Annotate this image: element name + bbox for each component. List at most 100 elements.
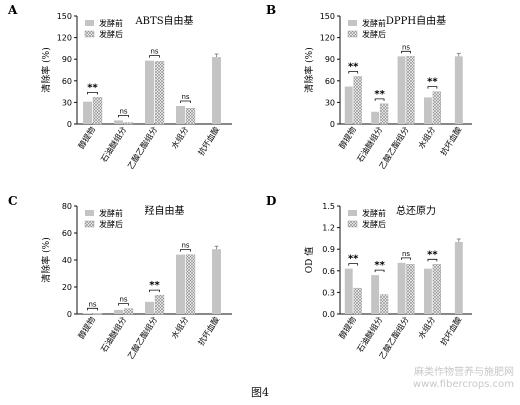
panel-d-bar-before bbox=[454, 242, 463, 314]
panel-b-x-tick-label: 水组分 bbox=[416, 125, 437, 151]
panel-d-bar-after bbox=[379, 294, 389, 315]
panel-d-significance-label: ** bbox=[374, 260, 385, 271]
panel-a-y-tick-label: 90 bbox=[62, 55, 72, 64]
panel-a-bar-before bbox=[83, 101, 92, 124]
panel-a-y-tick-label: 30 bbox=[62, 98, 72, 107]
panel-d-x-tick-label: 水组分 bbox=[416, 315, 437, 341]
panel-a-letter: A bbox=[7, 3, 18, 17]
panel-d-y-tick-label: 1.5 bbox=[322, 202, 335, 211]
panel-a-legend-label-before: 发酵前 bbox=[99, 18, 123, 28]
panel-c-y-tick-label: 60 bbox=[62, 229, 72, 238]
panel-b-legend-swatch-after bbox=[347, 30, 358, 38]
panel-b-y-tick-label: 0 bbox=[330, 120, 335, 129]
panel-d-letter: D bbox=[266, 194, 276, 208]
panel-d-bar-before bbox=[344, 268, 353, 314]
panel-a-bar-before bbox=[212, 57, 221, 124]
panel-b-significance-label: ns bbox=[402, 43, 410, 51]
panel-b-significance-label: ** bbox=[427, 77, 438, 88]
panel-c-bar-before bbox=[145, 301, 154, 314]
panel-b-letter: B bbox=[266, 3, 276, 17]
panel-c-bar-before bbox=[83, 313, 92, 314]
panel-d-significance-bracket bbox=[401, 257, 411, 260]
panel-c-x-tick-label: 乙酸乙酯组分 bbox=[125, 315, 159, 361]
panel-c-bar-after bbox=[92, 313, 103, 315]
panel-c-significance-label: ns bbox=[88, 300, 96, 308]
panel-c-significance-bracket bbox=[149, 289, 160, 293]
panel-a-significance-bracket bbox=[118, 115, 129, 118]
panel-a-bar-before bbox=[114, 120, 123, 124]
panel-b-y-tick-label: 90 bbox=[325, 55, 335, 64]
watermark-line1: 麻类作物营养与施肥网 bbox=[414, 367, 514, 378]
panel-c-y-tick-label: 20 bbox=[62, 283, 72, 292]
panel-c-legend-swatch-after bbox=[84, 220, 95, 228]
panel-c-letter: C bbox=[8, 194, 18, 208]
panel-d-y-tick-label: 0.9 bbox=[322, 245, 335, 254]
panel-d-legend-swatch-before bbox=[348, 210, 357, 216]
panel-b-x-tick-label: 石油醚组分 bbox=[355, 125, 385, 164]
panel-d-significance-bracket bbox=[427, 258, 438, 262]
panel-b-bar-before bbox=[423, 97, 432, 124]
panel-c-y-tick-label: 0 bbox=[67, 310, 72, 319]
panel-b-bar-after bbox=[406, 56, 415, 125]
panel-c-bar-after bbox=[123, 308, 134, 315]
panel-d-x-tick-label: 石油醚组分 bbox=[355, 315, 385, 354]
panel-c-bar-after bbox=[154, 294, 165, 315]
panel-b-bar-before bbox=[397, 56, 406, 124]
panel-a-significance-bracket bbox=[180, 100, 191, 103]
panel-b-significance-label: ** bbox=[348, 61, 359, 72]
panel-a-y-tick-label: 120 bbox=[57, 34, 72, 43]
panel-b-x-tick-label: 醇提物 bbox=[337, 125, 358, 151]
panel-a-bar-before bbox=[145, 60, 154, 124]
panel-b-title: DPPH自由基 bbox=[386, 14, 446, 27]
panel-c-bar-after bbox=[185, 254, 196, 315]
panel-d-y-tick-label: 0.0 bbox=[322, 310, 335, 319]
panel-a-bar-after bbox=[185, 108, 196, 125]
panel-d-y-tick-label: 0.6 bbox=[322, 267, 335, 276]
panel-d-y-tick-label: 0.3 bbox=[322, 288, 335, 297]
panel-b-y-axis-label: 清除率 (%) bbox=[303, 47, 315, 92]
panel-a-y-tick-label: 60 bbox=[62, 77, 72, 86]
panel-d-legend-swatch-after bbox=[347, 220, 358, 228]
panel-c-x-tick-label: 醇提物 bbox=[76, 315, 97, 341]
panel-a-bar-after bbox=[154, 61, 165, 125]
panel-c-legend-label-before: 发酵前 bbox=[99, 208, 123, 218]
panel-c-significance-label: ** bbox=[149, 280, 160, 291]
panel-c-y-tick-label: 80 bbox=[62, 202, 72, 211]
panel-d-x-tick-label: 醇提物 bbox=[337, 315, 358, 341]
panel-d-y-axis-label: OD 值 bbox=[303, 247, 315, 273]
panel-a-y-axis-label: 清除率 (%) bbox=[40, 47, 52, 92]
panel-b-bar-after bbox=[432, 91, 441, 125]
panel-c-bar-before bbox=[114, 309, 123, 314]
panel-c-title: 羟自由基 bbox=[145, 204, 185, 217]
panel-b-significance-bracket bbox=[401, 50, 411, 54]
panel-c-bar-before bbox=[176, 254, 185, 314]
panel-a-x-tick-label: 水组分 bbox=[169, 125, 190, 151]
panel-b-significance-label: ** bbox=[374, 89, 385, 100]
panel-d-bar-before bbox=[397, 262, 406, 314]
panel-a-x-tick-label: 乙酸乙酯组分 bbox=[125, 125, 159, 171]
panel-b-x-tick-label: 抗坏血酸 bbox=[438, 125, 463, 157]
panel-d-significance-label: ** bbox=[348, 254, 359, 265]
panel-b-y-tick-label: 60 bbox=[325, 77, 335, 86]
panel-c-significance-label: ns bbox=[181, 242, 189, 250]
panel-c-bar-before bbox=[212, 249, 221, 314]
panel-c-legend-swatch-before bbox=[85, 210, 94, 216]
panel-b-bar-before bbox=[454, 56, 463, 124]
panel-b-significance-bracket bbox=[427, 86, 438, 89]
panel-d-significance-label: ** bbox=[427, 249, 438, 260]
panel-d-x-tick-label: 抗坏血酸 bbox=[438, 315, 463, 347]
panel-a-bar-after bbox=[92, 97, 103, 125]
panel-c-x-tick-label: 石油醚组分 bbox=[99, 315, 129, 354]
panel-d-bar-after bbox=[406, 264, 415, 315]
panel-b-legend-swatch-before bbox=[348, 20, 357, 26]
panel-d-significance-bracket bbox=[374, 269, 385, 273]
panel-a-x-tick-label: 抗坏血酸 bbox=[196, 125, 221, 157]
panel-a-significance-label: ** bbox=[87, 82, 98, 93]
panel-b-significance-bracket bbox=[348, 71, 359, 74]
panel-d-legend-label-before: 发酵前 bbox=[362, 208, 386, 218]
panel-c-x-tick-label: 水组分 bbox=[169, 315, 190, 341]
panel-d-title: 总还原力 bbox=[396, 204, 436, 217]
figure-caption: 图4 bbox=[251, 386, 269, 399]
panel-b-y-tick-label: 120 bbox=[320, 34, 335, 43]
